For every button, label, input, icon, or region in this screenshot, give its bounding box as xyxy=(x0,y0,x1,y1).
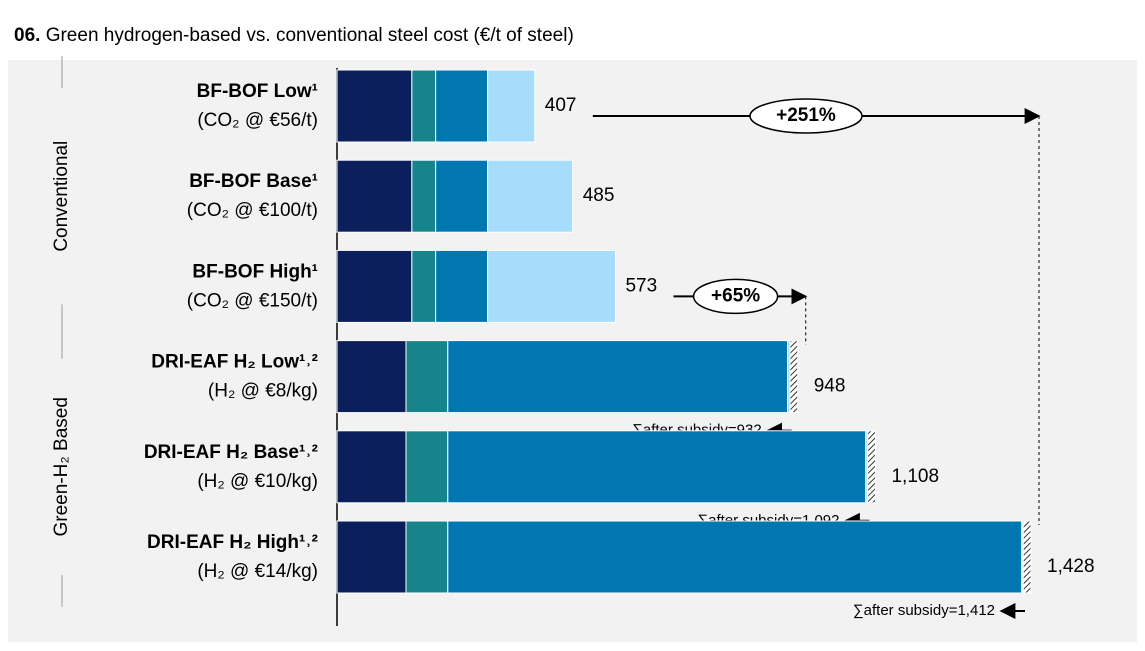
chart-title: 06. Green hydrogen-based vs. conventiona… xyxy=(14,25,574,46)
category-note: (H₂ @ €10/kg) xyxy=(197,471,318,492)
category-label: DRI-EAF H₂ High¹˒² xyxy=(147,532,318,553)
comparison-label: +65% xyxy=(711,285,760,306)
category-note: (H₂ @ €8/kg) xyxy=(208,381,318,402)
title-text: Green hydrogen-based vs. conventional st… xyxy=(46,25,574,46)
bar-segment xyxy=(336,159,413,233)
bar-segment xyxy=(487,69,536,143)
bar-segment xyxy=(867,430,876,504)
category-label: BF-BOF Low¹ xyxy=(197,81,318,102)
bar-segment xyxy=(411,69,437,143)
after-subsidy-label: ∑after subsidy=1,412 xyxy=(853,602,995,619)
group-label: Green-H₂ Based xyxy=(51,397,72,536)
bar-segment xyxy=(411,159,437,233)
bar-segment xyxy=(487,249,616,323)
total-label: 407 xyxy=(545,95,577,116)
bar-segment xyxy=(789,340,799,414)
bar-segment xyxy=(336,430,407,504)
category-note: (CO₂ @ €150/t) xyxy=(187,290,318,311)
category-label: DRI-EAF H₂ Base¹˒² xyxy=(144,442,318,463)
bar-segment xyxy=(435,69,489,143)
bar-segment xyxy=(1022,520,1032,594)
group-label: Conventional xyxy=(51,141,72,252)
comparison-label: +251% xyxy=(776,105,836,126)
bar-segment xyxy=(447,340,789,414)
category-note: (CO₂ @ €56/t) xyxy=(197,110,318,131)
comparison-oval xyxy=(692,278,779,315)
total-label: 1,108 xyxy=(891,466,939,487)
bar-segment xyxy=(405,340,449,414)
total-label: 1,428 xyxy=(1047,556,1095,577)
title-prefix: 06. xyxy=(14,25,40,46)
bar-segment xyxy=(336,340,407,414)
bar-segment xyxy=(435,249,489,323)
bar-segment xyxy=(336,249,413,323)
bar-segment xyxy=(435,159,489,233)
category-note: (CO₂ @ €100/t) xyxy=(187,200,318,221)
total-label: 948 xyxy=(814,376,846,397)
bar-segment xyxy=(447,430,867,504)
bar-segment xyxy=(447,520,1023,594)
category-note: (H₂ @ €14/kg) xyxy=(197,561,318,582)
bar-segment xyxy=(405,430,449,504)
total-label: 573 xyxy=(625,275,657,296)
bar-segment xyxy=(487,159,574,233)
bar-segment xyxy=(405,520,449,594)
category-label: BF-BOF Base¹ xyxy=(189,171,318,192)
comparison-oval xyxy=(749,98,863,134)
bar-segment xyxy=(411,249,437,323)
bar-segment xyxy=(336,69,413,143)
total-label: 485 xyxy=(583,185,615,206)
category-label: BF-BOF High¹ xyxy=(192,261,318,282)
bar-segment xyxy=(336,520,407,594)
category-label: DRI-EAF H₂ Low¹˒² xyxy=(151,352,318,373)
